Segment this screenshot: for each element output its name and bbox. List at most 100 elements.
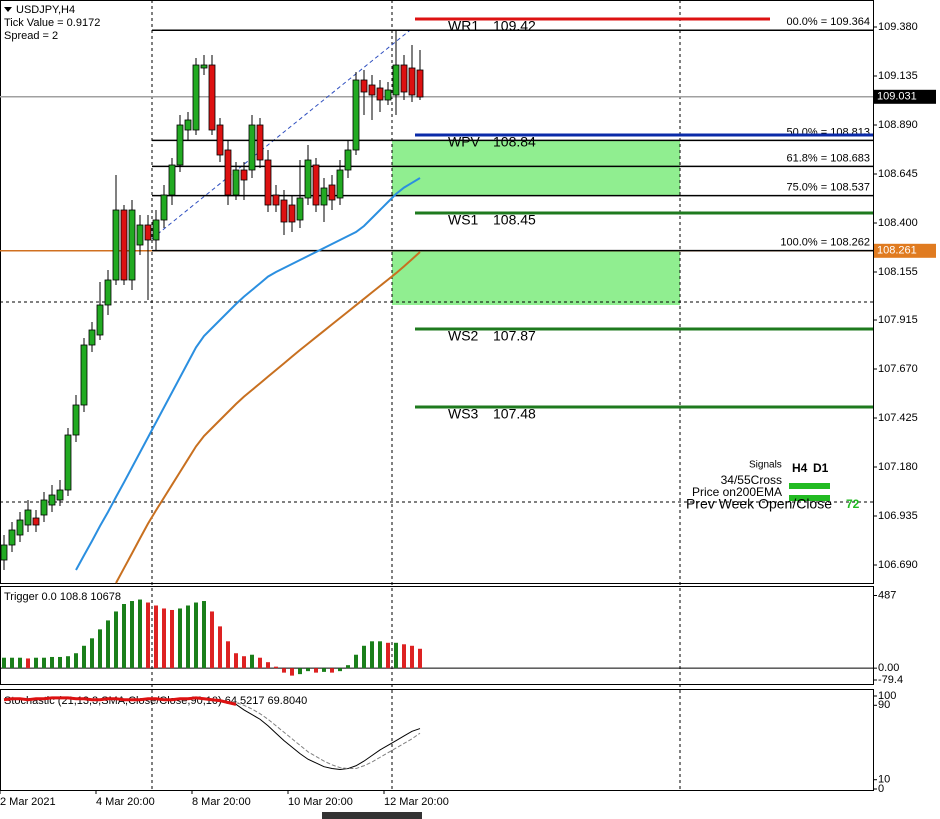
candle-body	[304, 159, 312, 199]
candle-body	[16, 519, 24, 536]
candle-body	[176, 124, 184, 166]
signals-row: 34/55Cross	[721, 473, 782, 487]
candle-body	[104, 279, 112, 306]
histogram-bar	[306, 668, 310, 672]
histogram-bar	[378, 641, 382, 669]
histogram-bar	[74, 653, 78, 669]
histogram-bar	[82, 645, 86, 669]
histogram-bar	[146, 602, 150, 669]
candle-body	[320, 187, 328, 206]
y-tick-label: 108.400	[878, 217, 918, 229]
candle-body	[184, 119, 192, 131]
y-tick-label: 109.135	[878, 70, 918, 82]
histogram-bar	[274, 666, 278, 669]
candle-body	[64, 434, 72, 491]
signals-row: Prev Week Open/Close	[686, 496, 832, 512]
pivot-name: WPV	[448, 134, 481, 150]
candle-body	[352, 79, 360, 151]
histogram-bar	[282, 668, 286, 673]
candle-body	[192, 64, 200, 131]
candle-body	[296, 197, 304, 221]
histogram-bar	[226, 641, 230, 669]
price-tag	[874, 243, 936, 258]
main-panel	[0, 0, 874, 584]
histogram-bar	[354, 654, 358, 669]
overbought-line	[3, 696, 237, 706]
candle-body	[40, 499, 48, 516]
tick-value: Tick Value = 0.9172	[4, 17, 100, 29]
y-tick-label: 108.890	[878, 119, 918, 131]
signals-title: Signals	[749, 460, 782, 471]
pivot-name: WR1	[448, 18, 479, 34]
candle-body	[168, 164, 176, 196]
candle-body	[232, 169, 240, 196]
candle-body	[136, 224, 144, 246]
candle-body	[72, 404, 80, 436]
candle-body	[96, 304, 104, 336]
y-tick-label: 107.425	[878, 412, 918, 424]
histogram-bar	[50, 656, 54, 669]
candle-body	[216, 124, 224, 156]
signal-state	[789, 483, 830, 489]
histogram-bar	[186, 605, 190, 669]
trigger-panel	[0, 586, 874, 685]
y-tick-label: 106.690	[878, 559, 918, 571]
histogram-bar	[258, 657, 262, 669]
histogram-bar	[2, 657, 6, 669]
histogram-bar	[218, 626, 222, 669]
scrollbar[interactable]	[322, 812, 422, 819]
x-tick-label: 4 Mar 20:00	[96, 796, 155, 808]
candle-body	[48, 494, 56, 506]
histogram-bar	[266, 662, 270, 669]
menu-arrow[interactable]	[4, 7, 12, 12]
histogram-bar	[162, 608, 166, 669]
histogram-bar	[130, 601, 134, 669]
histogram-bar	[298, 668, 302, 675]
candle-body	[416, 69, 424, 98]
candle-body	[344, 149, 352, 171]
fib-label: 75.0% = 108.537	[787, 182, 871, 194]
moving-average	[115, 251, 421, 584]
candle-body	[256, 124, 264, 161]
signals-column: H4	[792, 461, 808, 475]
candle-body	[152, 219, 160, 241]
zone	[392, 140, 680, 195]
candle-body	[208, 64, 216, 131]
candle-body	[88, 329, 96, 346]
candle-body	[400, 64, 408, 93]
histogram-bar	[394, 642, 398, 669]
fib-label: 50.0% = 108.813	[787, 126, 871, 138]
histogram-bar	[138, 599, 142, 669]
fib-trendline	[151, 29, 411, 239]
candle-body	[240, 169, 248, 181]
histogram-bar	[66, 656, 70, 669]
candle-body	[408, 67, 416, 96]
trigger-title: Trigger 0.0 108.8 10678	[4, 591, 121, 603]
signals-column: D1	[813, 461, 829, 475]
zone	[392, 250, 680, 305]
candle-body	[248, 124, 256, 171]
candle-body	[8, 529, 16, 546]
candle-body	[32, 517, 40, 526]
pivot-value: 109.42	[493, 18, 536, 34]
y-tick-label: 0.00	[878, 662, 899, 674]
histogram-bar	[34, 657, 38, 669]
candle-body	[128, 209, 136, 281]
y-tick-label: 100	[878, 690, 896, 702]
histogram-bar	[58, 656, 62, 669]
signals-row: Price on200EMA	[692, 485, 782, 499]
candle-body	[144, 224, 152, 241]
histogram-bar	[314, 668, 318, 673]
histogram-bar	[154, 605, 158, 669]
histogram-bar	[322, 668, 326, 672]
candle-body	[312, 164, 320, 206]
price-tag	[874, 89, 936, 104]
histogram-bar	[26, 658, 30, 669]
histogram-bar	[18, 657, 22, 669]
y-tick-label: 0	[878, 783, 884, 795]
candle-body	[376, 87, 384, 101]
y-tick-label: -79.4	[878, 674, 903, 686]
y-tick-label: 487	[878, 589, 896, 601]
histogram-bar	[346, 665, 350, 669]
